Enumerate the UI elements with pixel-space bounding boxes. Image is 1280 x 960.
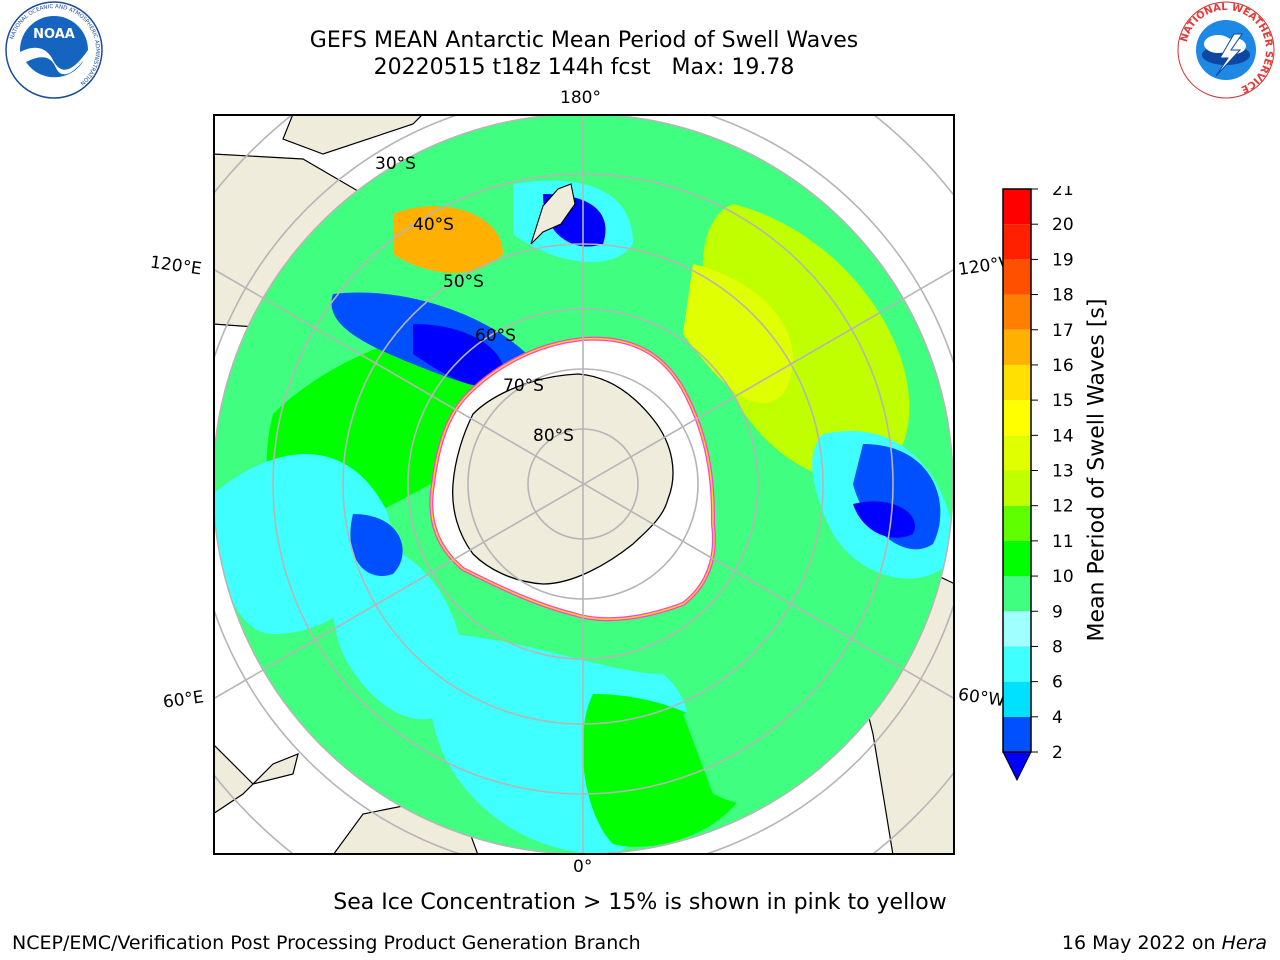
lat-label-30s: 30°S bbox=[375, 154, 416, 174]
colorbar-bin bbox=[1003, 224, 1031, 260]
colorbar-tick-label: 13 bbox=[1052, 462, 1074, 482]
footer-branch: NCEP/EMC/Verification Post Processing Pr… bbox=[12, 932, 641, 954]
colorbar-tick-label: 11 bbox=[1052, 532, 1074, 552]
lon-label-top: 180° bbox=[560, 88, 601, 108]
colorbar-tick-label: 6 bbox=[1052, 673, 1063, 693]
colorbar-tick-label: 12 bbox=[1052, 497, 1074, 517]
nws-logo: NATIONAL WEATHER SERVICE bbox=[1177, 1, 1275, 99]
colorbar-tick-label: 17 bbox=[1052, 321, 1074, 341]
colorbar-bin bbox=[1003, 646, 1031, 682]
sea-ice-note: Sea Ice Concentration > 15% is shown in … bbox=[333, 890, 947, 915]
colorbar-tick-label: 21 bbox=[1052, 186, 1074, 200]
colorbar-bin bbox=[1003, 470, 1031, 506]
colorbar-extend-arrow bbox=[1002, 751, 1032, 782]
colorbar: 2 4 6 8 9 10 11 12 13 14 15 16 17 18 19 20 21 bbox=[1002, 186, 1074, 782]
colorbar-tick-label: 14 bbox=[1052, 426, 1074, 446]
land-top-left bbox=[213, 114, 424, 155]
colorbar-bins bbox=[1003, 189, 1031, 752]
colorbar-bin bbox=[1003, 259, 1031, 295]
colorbar-tick-label: 19 bbox=[1052, 250, 1074, 270]
colorbar-tick-label: 20 bbox=[1052, 215, 1074, 235]
footer-date: 16 May 2022 on Hera bbox=[1062, 932, 1267, 954]
lat-label-60s: 60°S bbox=[475, 326, 516, 346]
colorbar-bin bbox=[1003, 716, 1031, 752]
colorbar-bin bbox=[1003, 189, 1031, 225]
colorbar-bin bbox=[1003, 611, 1031, 647]
lat-label-70s: 70°S bbox=[503, 376, 544, 396]
colorbar-tick-label: 16 bbox=[1052, 356, 1074, 376]
colorbar-tick-label: 18 bbox=[1052, 286, 1074, 306]
colorbar-tick-label: 10 bbox=[1052, 567, 1074, 587]
colorbar-bin bbox=[1003, 294, 1031, 330]
chart-title: GEFS MEAN Antarctic Mean Period of Swell… bbox=[309, 28, 859, 53]
colorbar-ticks: 2 4 6 8 9 10 11 12 13 14 15 16 17 18 19 20 21 bbox=[1031, 186, 1074, 763]
land-new-zealand bbox=[530, 183, 576, 245]
colorbar-bin bbox=[1003, 364, 1031, 401]
colorbar-label: Mean Period of Swell Waves [s] bbox=[1084, 298, 1110, 642]
colorbar-bin bbox=[1003, 435, 1031, 471]
lon-label-left-upper: 120°E bbox=[148, 252, 203, 280]
colorbar-tick-label: 4 bbox=[1052, 708, 1063, 728]
map-border bbox=[213, 114, 955, 855]
lon-label-left-lower: 60°E bbox=[161, 687, 206, 713]
lon-label-bottom: 0° bbox=[573, 857, 593, 877]
graticule bbox=[213, 114, 955, 855]
lat-label-40s: 40°S bbox=[413, 215, 454, 235]
colorbar-tick-label: 2 bbox=[1052, 743, 1063, 763]
lon-label-right-lower: 60°W bbox=[956, 684, 1007, 712]
colorbar-tick-label: 15 bbox=[1052, 391, 1074, 411]
colorbar-bin bbox=[1003, 540, 1031, 577]
polar-map: 30°S 40°S 50°S 60°S 70°S 80°S bbox=[213, 114, 955, 855]
colorbar-bin bbox=[1003, 400, 1031, 436]
noaa-wordmark: NOAA bbox=[33, 27, 75, 42]
noaa-logo: NATIONAL OCEANIC AND ATMOSPHERIC ADMINIS… bbox=[5, 1, 103, 99]
lat-label-50s: 50°S bbox=[443, 272, 484, 292]
colorbar-bin bbox=[1003, 576, 1031, 612]
land-antarctica bbox=[452, 373, 674, 585]
land-madagascar bbox=[213, 743, 299, 815]
chart-subtitle: 20220515 t18z 144h fcst Max: 19.78 bbox=[373, 55, 795, 80]
colorbar-bin bbox=[1003, 681, 1031, 717]
footer-date-text: 16 May 2022 on bbox=[1061, 932, 1216, 954]
colorbar-bin bbox=[1003, 505, 1031, 541]
colorbar-tick-label: 9 bbox=[1052, 602, 1063, 622]
colorbar-tick-label: 8 bbox=[1052, 637, 1063, 657]
colorbar-bin bbox=[1003, 329, 1031, 365]
footer-host: Hera bbox=[1221, 932, 1267, 954]
lat-label-80s: 80°S bbox=[533, 426, 574, 446]
